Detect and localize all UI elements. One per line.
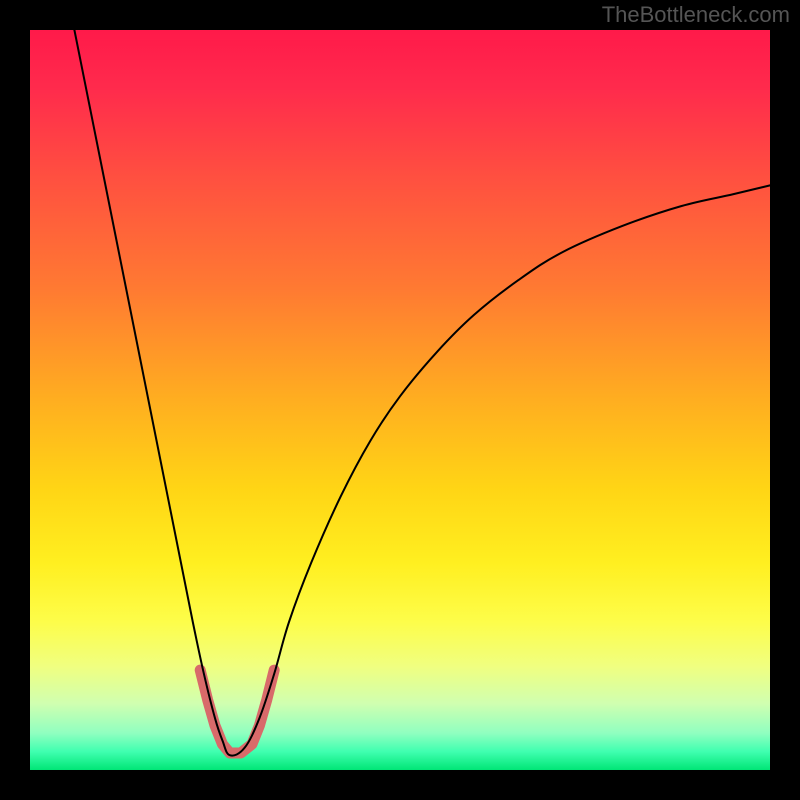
chart-frame: TheBottleneck.com	[0, 0, 800, 800]
watermark-text: TheBottleneck.com	[602, 2, 790, 28]
bottleneck-chart	[0, 0, 800, 800]
